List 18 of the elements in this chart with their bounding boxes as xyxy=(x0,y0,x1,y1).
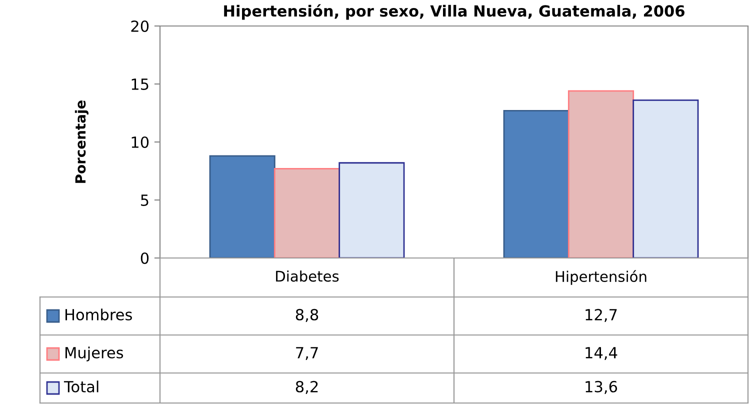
y-tick-label: 5 xyxy=(141,194,148,206)
data-label: 7,7 xyxy=(296,347,318,360)
data-label: 14,4 xyxy=(586,347,618,360)
y-tick-label: 10 xyxy=(132,136,149,148)
legend-label: Mujeres xyxy=(66,346,124,362)
y-tick-label: 15 xyxy=(132,78,148,90)
legend-label: Total xyxy=(64,380,98,392)
x-tick-label: Hipertensión xyxy=(556,270,646,285)
x-tick-label: Diabetes xyxy=(276,270,339,282)
legend-label: Hombres xyxy=(66,308,132,320)
data-label: 12,7 xyxy=(586,308,617,322)
data-label: 13,6 xyxy=(586,380,618,394)
chart-title: Hipertensión, por sexo, Villa Nueva, Guatemala, 2006 xyxy=(224,4,684,20)
y-tick-label: 0 xyxy=(140,252,149,264)
data-label: 8,8 xyxy=(296,308,318,322)
y-axis-title: Porcentaje xyxy=(74,100,88,183)
y-tick-label: 20 xyxy=(131,20,149,32)
data-label: 8,2 xyxy=(296,380,318,394)
